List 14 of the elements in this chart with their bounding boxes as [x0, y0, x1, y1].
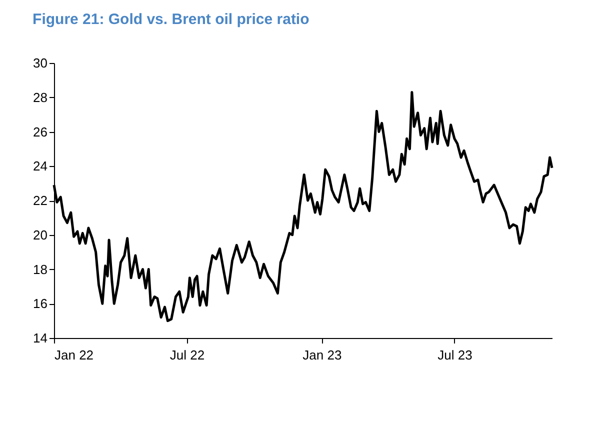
x-tick-label: Jul 23	[438, 348, 472, 362]
x-tick-label: Jan 22	[54, 348, 94, 362]
y-tick-label: 20	[33, 227, 48, 242]
y-tick-label: 24	[33, 158, 48, 174]
chart-title: Figure 21: Gold vs. Brent oil price ratio	[32, 11, 310, 28]
x-tick-label: Jul 22	[170, 348, 205, 362]
y-tick-label: 30	[33, 56, 48, 70]
y-tick-label: 14	[33, 330, 48, 346]
y-tick-label: 22	[33, 193, 48, 208]
y-tick-label: 18	[33, 262, 48, 277]
y-tick-label: 28	[33, 90, 48, 105]
y-tick-label: 26	[33, 124, 48, 140]
y-tick-label: 16	[33, 296, 48, 312]
x-tick-label: Jan 23	[302, 348, 342, 362]
